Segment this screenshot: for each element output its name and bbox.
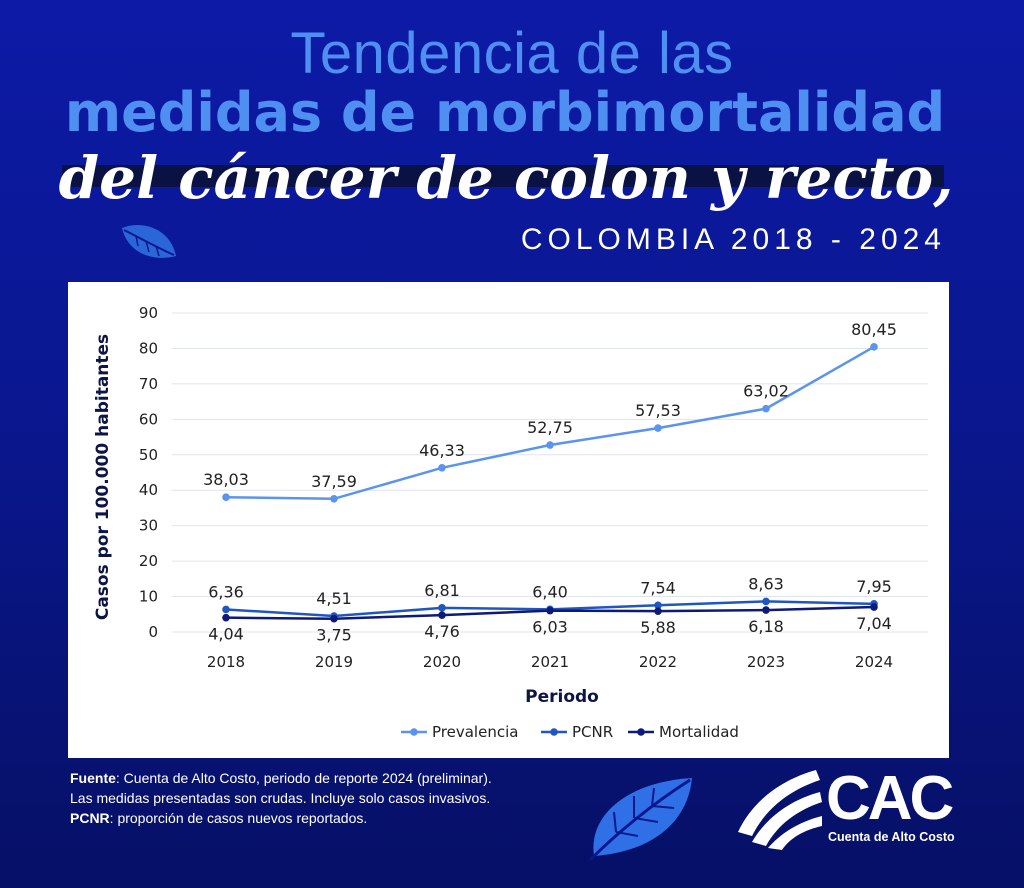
x-tick-label: 2022 [639, 653, 677, 671]
data-point [870, 603, 878, 611]
y-tick-label: 30 [139, 517, 158, 535]
legend-marker [550, 728, 558, 736]
x-tick-label: 2023 [747, 653, 785, 671]
y-tick-label: 80 [139, 339, 158, 357]
data-label: 6,40 [532, 582, 568, 601]
data-point [762, 606, 770, 614]
data-label: 7,54 [640, 578, 676, 597]
data-point [222, 605, 230, 614]
data-point [762, 597, 770, 606]
data-label: 52,75 [527, 418, 573, 437]
x-tick-label: 2024 [855, 653, 893, 671]
data-label: 46,33 [419, 441, 465, 460]
leaf-icon-small [122, 225, 176, 258]
subtitle: COLOMBIA 2018 - 2024 [520, 223, 946, 256]
x-tick-label: 2019 [315, 653, 353, 671]
data-point [222, 493, 230, 502]
legend-label: Prevalencia [432, 723, 518, 741]
data-point [654, 601, 662, 610]
y-tick-label: 60 [139, 410, 158, 428]
y-tick-label: 20 [139, 552, 158, 570]
data-point [438, 611, 446, 619]
y-tick-label: 50 [139, 446, 158, 464]
title-line-1: Tendencia de las [290, 21, 734, 86]
x-tick-label: 2020 [423, 653, 461, 671]
data-point [762, 404, 770, 413]
data-label: 4,76 [424, 622, 460, 641]
legend-label: Mortalidad [659, 723, 739, 741]
cac-logo-icon [738, 770, 822, 850]
data-label: 63,02 [743, 382, 789, 401]
y-tick-label: 40 [139, 481, 158, 499]
y-tick-label: 10 [139, 588, 158, 606]
data-point [330, 614, 338, 623]
data-point [654, 607, 662, 615]
logo-subtext: Cuenta de Alto Costo [828, 830, 955, 844]
source-note: Fuente: Cuenta de Alto Costo, periodo de… [70, 768, 590, 828]
note-line: Las medidas presentadas son crudas. Incl… [70, 790, 491, 806]
data-point [330, 494, 338, 503]
data-label: 3,75 [316, 626, 352, 645]
data-label: 6,36 [208, 582, 244, 601]
line-chart: 0 10 20 30 40 50 60 70 80 90 2018 2019 2020 2021 2022… [93, 304, 928, 741]
y-tick-label: 90 [139, 304, 158, 322]
data-label: 6,18 [748, 617, 784, 636]
leaf-icon-large [588, 778, 692, 860]
pcnr-text: : proporción de casos nuevos reportados. [109, 810, 368, 826]
data-point [546, 441, 554, 449]
data-point [438, 604, 446, 612]
data-label: 6,03 [532, 618, 568, 637]
title-line-2: medidas de morbimortalidad [64, 81, 946, 144]
data-point [870, 343, 878, 351]
logo-wordmark: CAC [826, 764, 954, 833]
title-line-3: del cáncer de colon y recto, [58, 144, 954, 212]
data-label: 5,88 [640, 618, 676, 637]
data-point [654, 424, 662, 432]
data-label: 4,04 [208, 625, 244, 644]
y-tick-label: 70 [139, 375, 158, 393]
legend-label: PCNR [572, 723, 613, 741]
y-tick-label: 0 [148, 623, 158, 641]
data-label: 37,59 [311, 472, 357, 491]
data-point [222, 613, 230, 622]
chart-panel: 0 10 20 30 40 50 60 70 80 90 2018 2019 2020 2021 2022… [68, 282, 949, 758]
legend-marker [410, 728, 418, 736]
data-label: 7,04 [856, 614, 892, 633]
title-highlight-bar [62, 165, 944, 187]
pcnr-label: PCNR [70, 810, 110, 826]
data-point [546, 606, 554, 615]
x-tick-label: 2018 [207, 653, 245, 671]
data-label: 7,95 [856, 577, 892, 596]
x-tick-label: 2021 [531, 653, 569, 671]
source-label: Fuente [70, 770, 116, 786]
data-label: 6,81 [424, 581, 460, 600]
data-label: 38,03 [203, 470, 249, 489]
data-label: 8,63 [748, 574, 784, 593]
legend-marker [637, 728, 645, 736]
y-axis-label: Casos por 100.000 habitantes [93, 334, 113, 620]
data-point [438, 463, 446, 472]
data-label: 80,45 [851, 320, 897, 339]
data-label: 4,51 [316, 589, 352, 608]
source-text: : Cuenta de Alto Costo, periodo de repor… [115, 770, 492, 786]
legend: Prevalencia PCNR Mortalidad [401, 723, 739, 741]
data-label: 57,53 [635, 401, 681, 420]
x-axis-label: Periodo [525, 687, 599, 707]
